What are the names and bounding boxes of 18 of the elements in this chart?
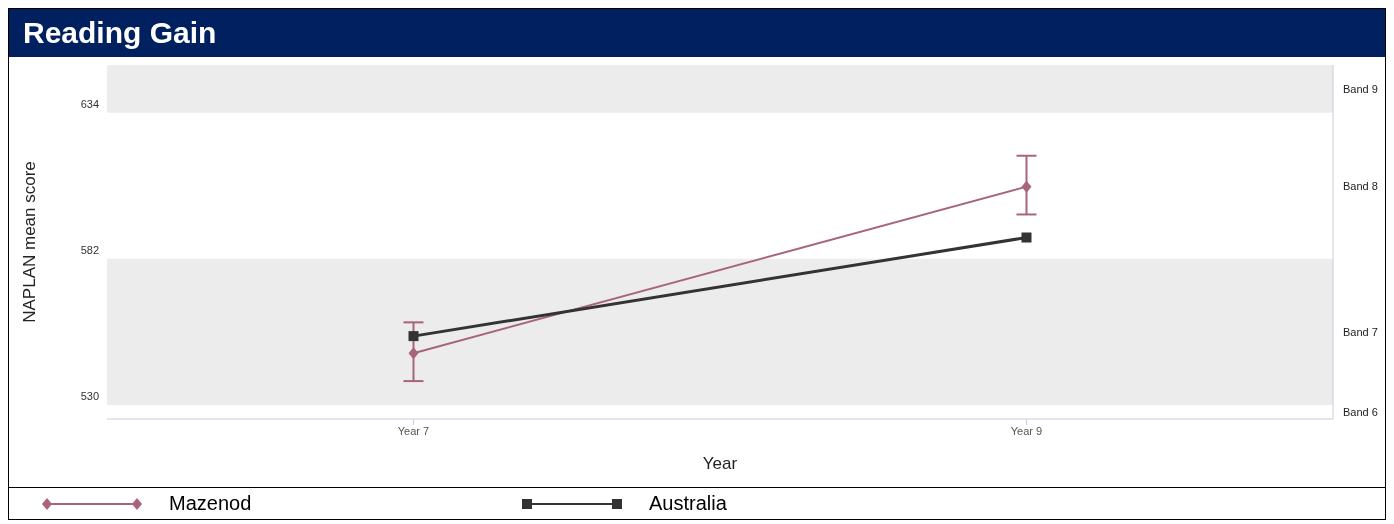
y-tick-label: 582	[80, 244, 99, 257]
y-tick-label: 634	[80, 98, 99, 111]
legend-label: Mazenod	[169, 492, 252, 515]
text: Band 6	[1343, 405, 1378, 418]
text: Band 7	[1343, 325, 1378, 338]
point	[1021, 180, 1032, 193]
text: Band 9	[1343, 82, 1378, 95]
x-axis-title: Year	[702, 454, 738, 473]
point	[408, 331, 419, 342]
y-axis-title: NAPLAN mean score	[20, 161, 40, 323]
y-tick-label: 530	[80, 390, 99, 403]
chart-title: Reading Gain	[9, 9, 1385, 57]
x-tick-label: Year 9	[1010, 424, 1043, 437]
point	[408, 347, 419, 360]
x-tick-label: Year 7	[397, 424, 430, 437]
legend-label: Australia	[649, 492, 727, 515]
point	[1021, 232, 1032, 243]
text: Band 8	[1343, 179, 1378, 192]
